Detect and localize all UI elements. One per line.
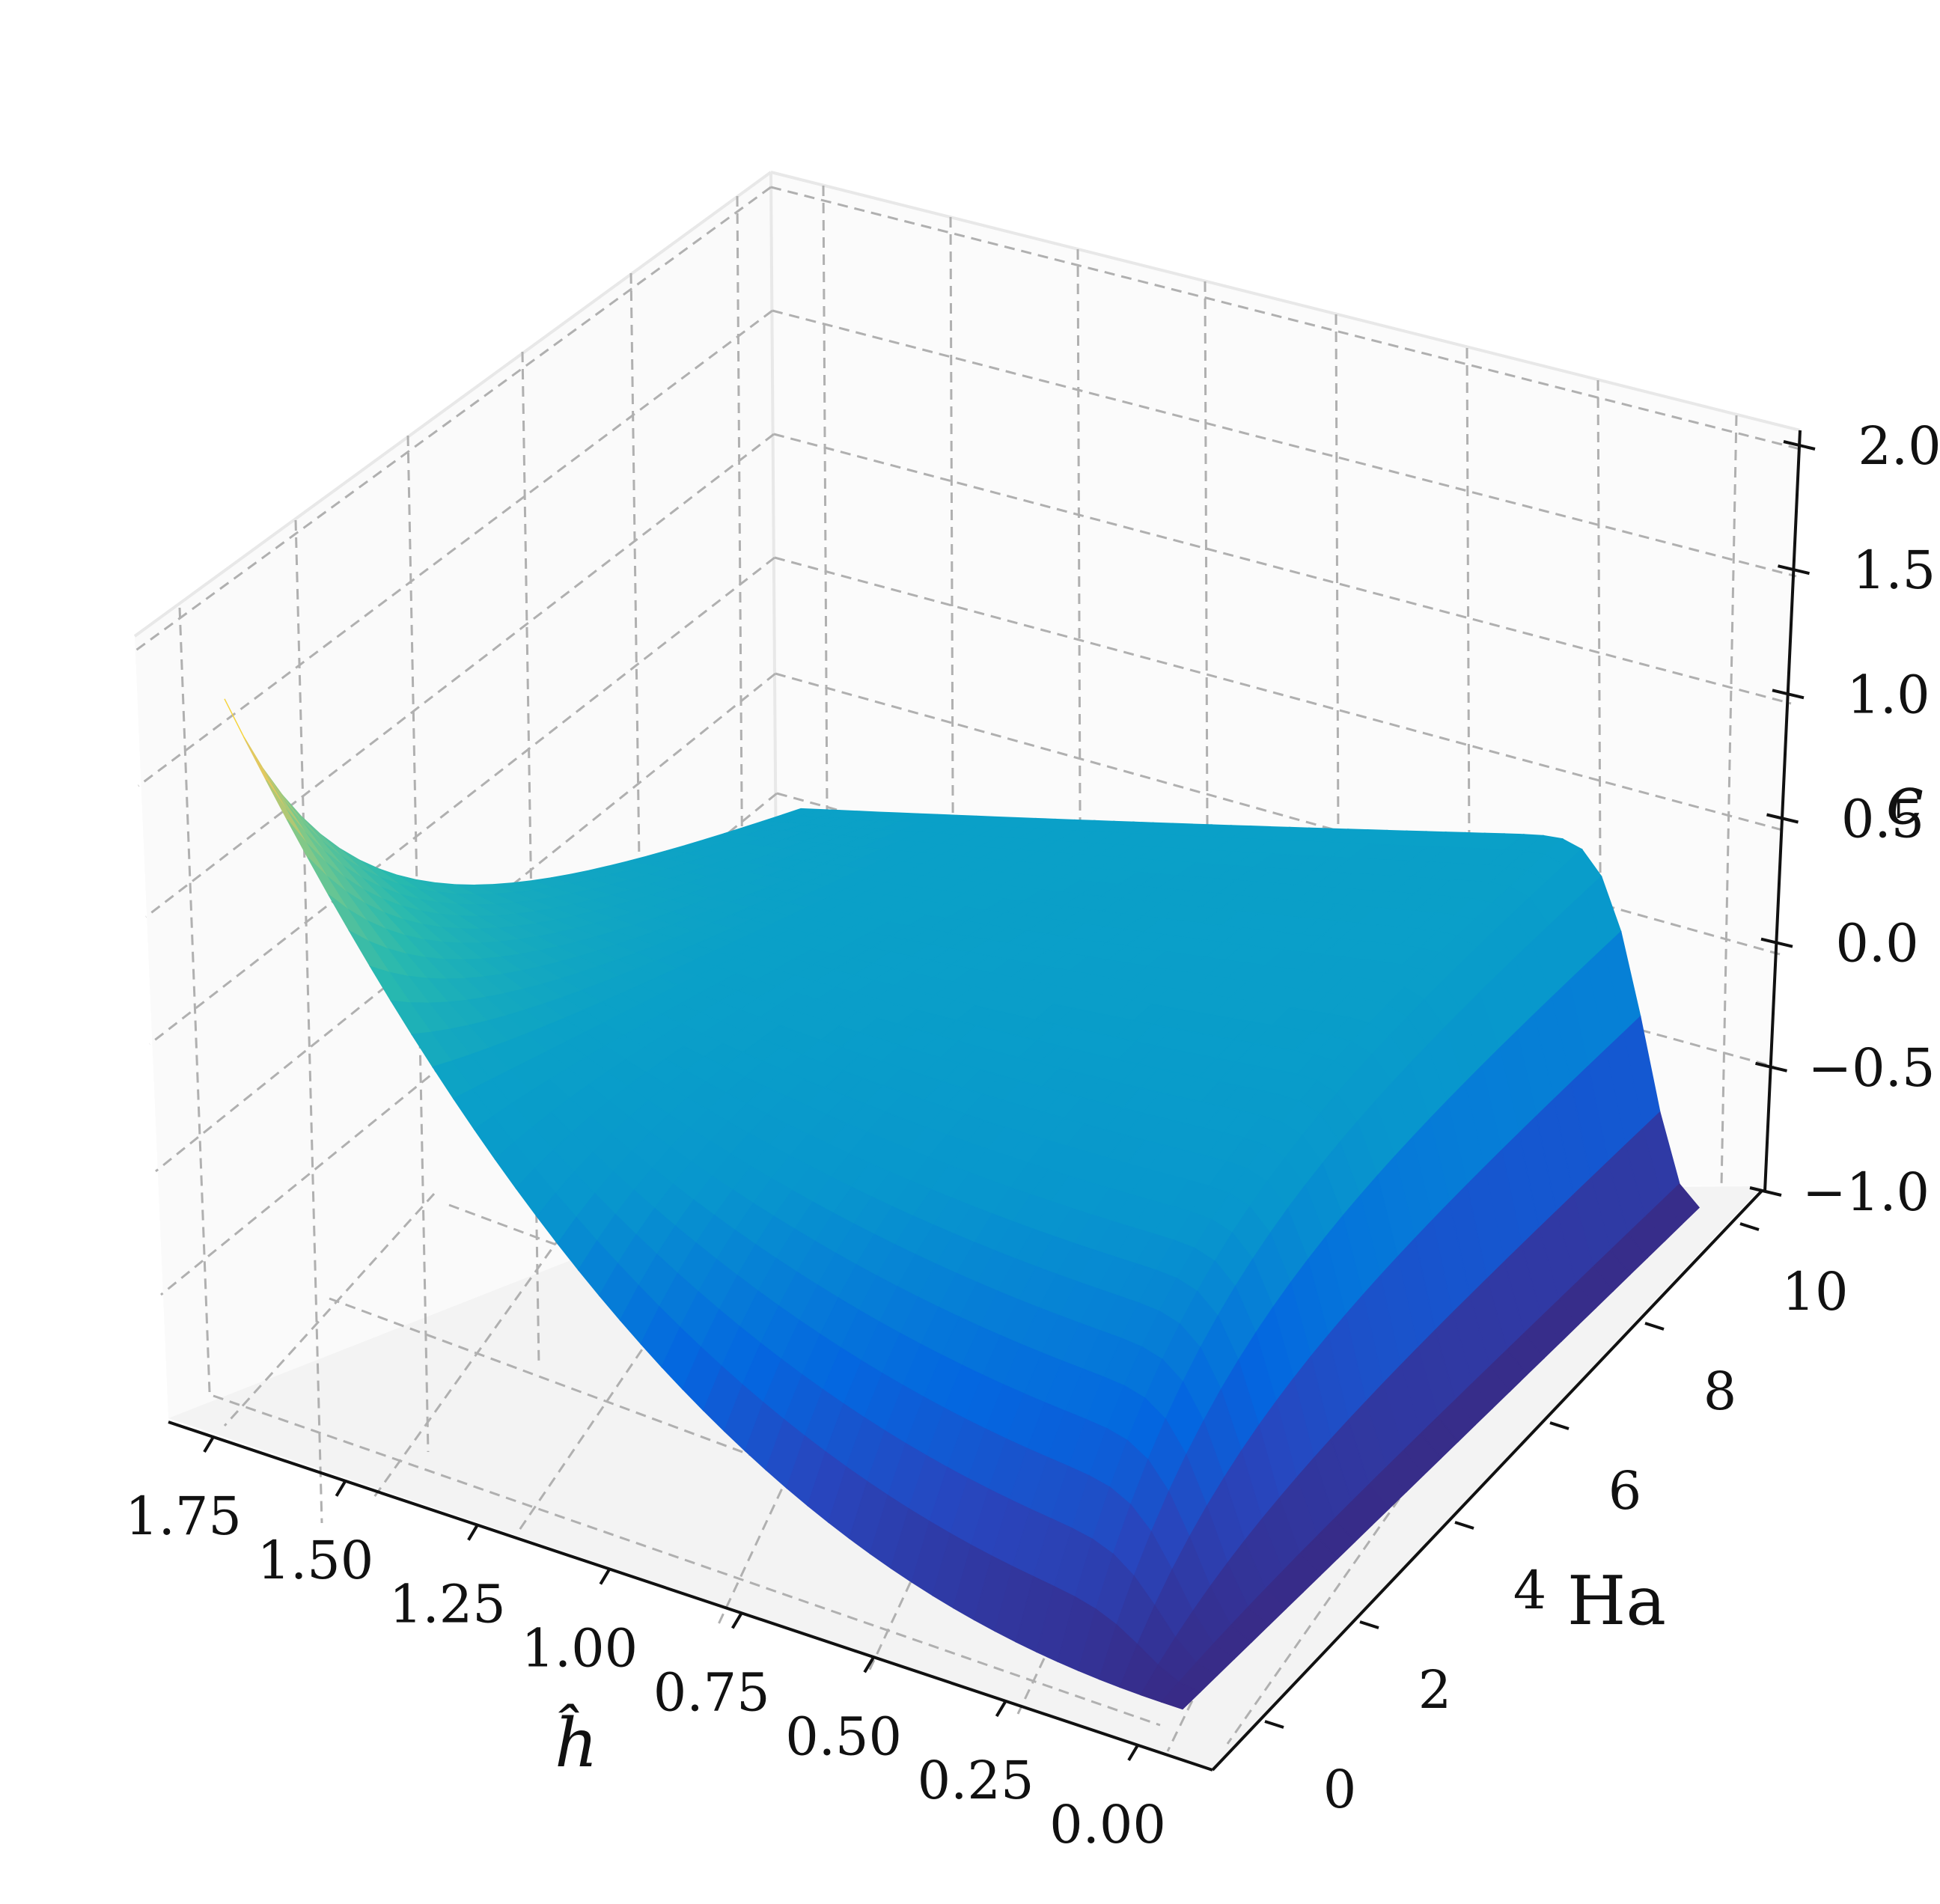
z-tick (1772, 689, 1805, 700)
z-tick-label: 0.0 (1835, 913, 1918, 974)
y-tick-label: 2 (1418, 1659, 1452, 1721)
x-tick-label: 0.50 (785, 1706, 902, 1767)
axes (168, 430, 1802, 1772)
y-tick (1359, 1620, 1379, 1629)
y-tick-label: 4 (1513, 1560, 1547, 1621)
x-tick-label: 0.00 (1049, 1794, 1166, 1855)
z-tick (1749, 1186, 1782, 1197)
x-tick-label: 0.25 (918, 1750, 1034, 1811)
z-tick (1755, 1061, 1787, 1072)
x-tick (730, 1612, 743, 1629)
z-tick-label: 0.5 (1841, 789, 1924, 850)
y-tick (1644, 1322, 1665, 1331)
y-tick (1549, 1421, 1570, 1430)
y-axis-label: Ha (1567, 1562, 1666, 1641)
x-tick-label: 1.25 (389, 1574, 506, 1635)
x-tick (863, 1656, 875, 1673)
y-tick (1264, 1720, 1284, 1729)
z-tick-label: 1.5 (1852, 540, 1936, 601)
y-tick (1454, 1521, 1474, 1530)
pane-edge (770, 171, 1801, 432)
x-tick-label: 0.75 (653, 1662, 770, 1723)
y-tick-label: 0 (1323, 1759, 1357, 1820)
z-tick (1766, 813, 1799, 824)
x-tick (203, 1435, 215, 1453)
x-tick-label: 1.00 (521, 1618, 638, 1679)
z-tick-label: 2.0 (1858, 415, 1940, 477)
surface (224, 698, 1700, 1710)
x-tick (335, 1480, 347, 1497)
z-axis-line (1763, 430, 1802, 1192)
x-tick (467, 1524, 479, 1541)
z-tick (1760, 937, 1793, 948)
x-axis-label: ĥ (555, 1703, 598, 1783)
x-tick (1127, 1744, 1139, 1762)
x-axis-line (168, 1421, 1213, 1772)
pane-edge (133, 171, 772, 638)
x-tick (599, 1568, 611, 1585)
z-tick-label: −0.5 (1808, 1037, 1936, 1099)
z-axis-label: c (1886, 761, 1924, 840)
z-tick (1783, 440, 1816, 451)
y-tick-label: 8 (1703, 1361, 1737, 1422)
x-tick-label: 1.75 (125, 1486, 242, 1547)
x-tick-label: 1.50 (257, 1530, 373, 1591)
y-tick (1739, 1222, 1760, 1231)
z-tick-label: 1.0 (1846, 664, 1930, 725)
y-axis-line (1211, 1189, 1764, 1772)
y-tick-label: 10 (1781, 1261, 1848, 1322)
x-tick (995, 1700, 1007, 1718)
z-tick-label: −1.0 (1802, 1162, 1930, 1223)
surface-patch (1160, 1681, 1201, 1710)
y-tick-label: 6 (1608, 1460, 1642, 1522)
z-tick (1778, 564, 1810, 576)
